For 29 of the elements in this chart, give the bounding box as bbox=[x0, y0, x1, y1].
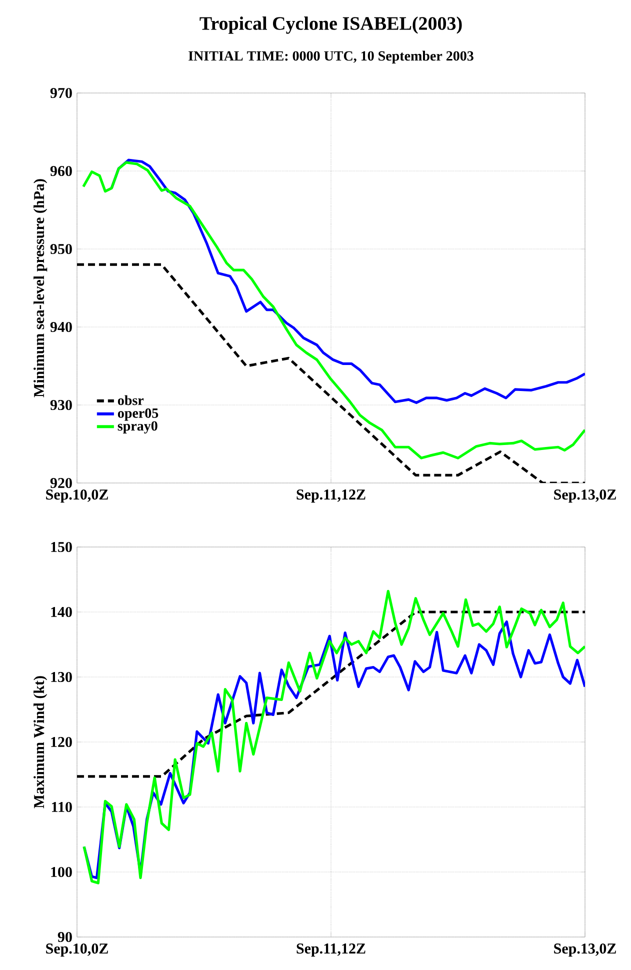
x-tick-label: Sep.10,0Z bbox=[46, 944, 108, 957]
line-series bbox=[77, 263, 585, 483]
y-tick-label: 90 bbox=[58, 932, 72, 942]
legend-label: spray0 bbox=[118, 421, 158, 434]
y-tick-label: 100 bbox=[51, 866, 72, 878]
legend-label: oper05 bbox=[118, 408, 158, 421]
x-tick-label: Sep.11,12Z bbox=[296, 490, 366, 503]
line-series bbox=[82, 161, 585, 460]
x-tick-label: Sep.10,0Z bbox=[46, 490, 108, 503]
y-tick-label: 930 bbox=[50, 400, 72, 410]
y-tick-label: 150 bbox=[51, 542, 72, 552]
x-tick-label: Sep.11,12Z bbox=[296, 944, 366, 957]
y-axis-title: Minimum sea-level pressure (hPa) bbox=[34, 179, 48, 398]
chart-subtitle: INITIAL TIME: 0000 UTC, 10 September 2003 bbox=[188, 50, 474, 64]
y-tick-label: 940 bbox=[50, 322, 72, 332]
y-tick-label: 920 bbox=[50, 478, 72, 488]
y-tick-label: 120 bbox=[51, 736, 72, 748]
y-tick-label: 950 bbox=[50, 244, 72, 254]
x-tick-label: Sep.13,0Z bbox=[554, 490, 616, 503]
y-tick-label: 960 bbox=[50, 166, 72, 176]
y-axis-title: Maximum Wind (kt) bbox=[34, 676, 48, 808]
y-tick-label: 110 bbox=[52, 802, 72, 812]
chart-title: Tropical Cyclone ISABEL(2003) bbox=[200, 16, 462, 34]
y-tick-label: 130 bbox=[51, 672, 72, 682]
line-series bbox=[77, 610, 585, 778]
x-tick-label: Sep.13,0Z bbox=[554, 944, 616, 957]
legend-label: obsr bbox=[118, 395, 144, 406]
y-tick-label: 140 bbox=[51, 606, 72, 618]
y-tick-label: 970 bbox=[50, 88, 72, 98]
